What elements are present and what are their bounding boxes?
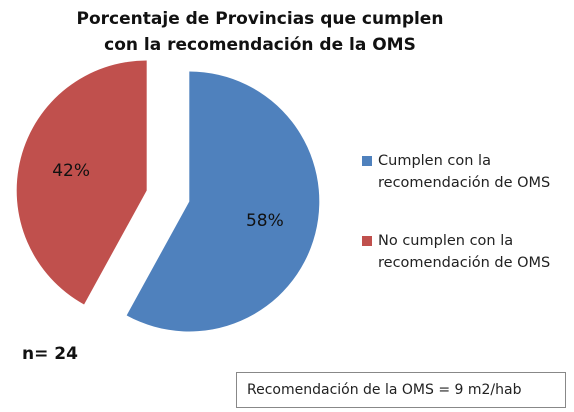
slice-label: 42% — [52, 161, 90, 181]
legend-swatch — [362, 156, 372, 166]
pie-slice — [126, 71, 320, 332]
pie-slice — [16, 60, 147, 305]
slice-label: 58% — [246, 211, 284, 231]
legend-item: Cumplen con la recomendación de OMS — [362, 150, 567, 194]
legend-item: No cumplen con la recomendación de OMS — [362, 230, 567, 274]
note-box: Recomendación de la OMS = 9 m2/hab — [236, 372, 566, 408]
sample-size: n= 24 — [22, 344, 78, 364]
legend-label: Cumplen con la recomendación de OMS — [378, 153, 551, 191]
legend-label: No cumplen con la recomendación de OMS — [378, 233, 551, 271]
chart-title: Porcentaje de Provincias que cumplen con… — [76, 9, 444, 55]
legend-swatch — [362, 236, 372, 246]
